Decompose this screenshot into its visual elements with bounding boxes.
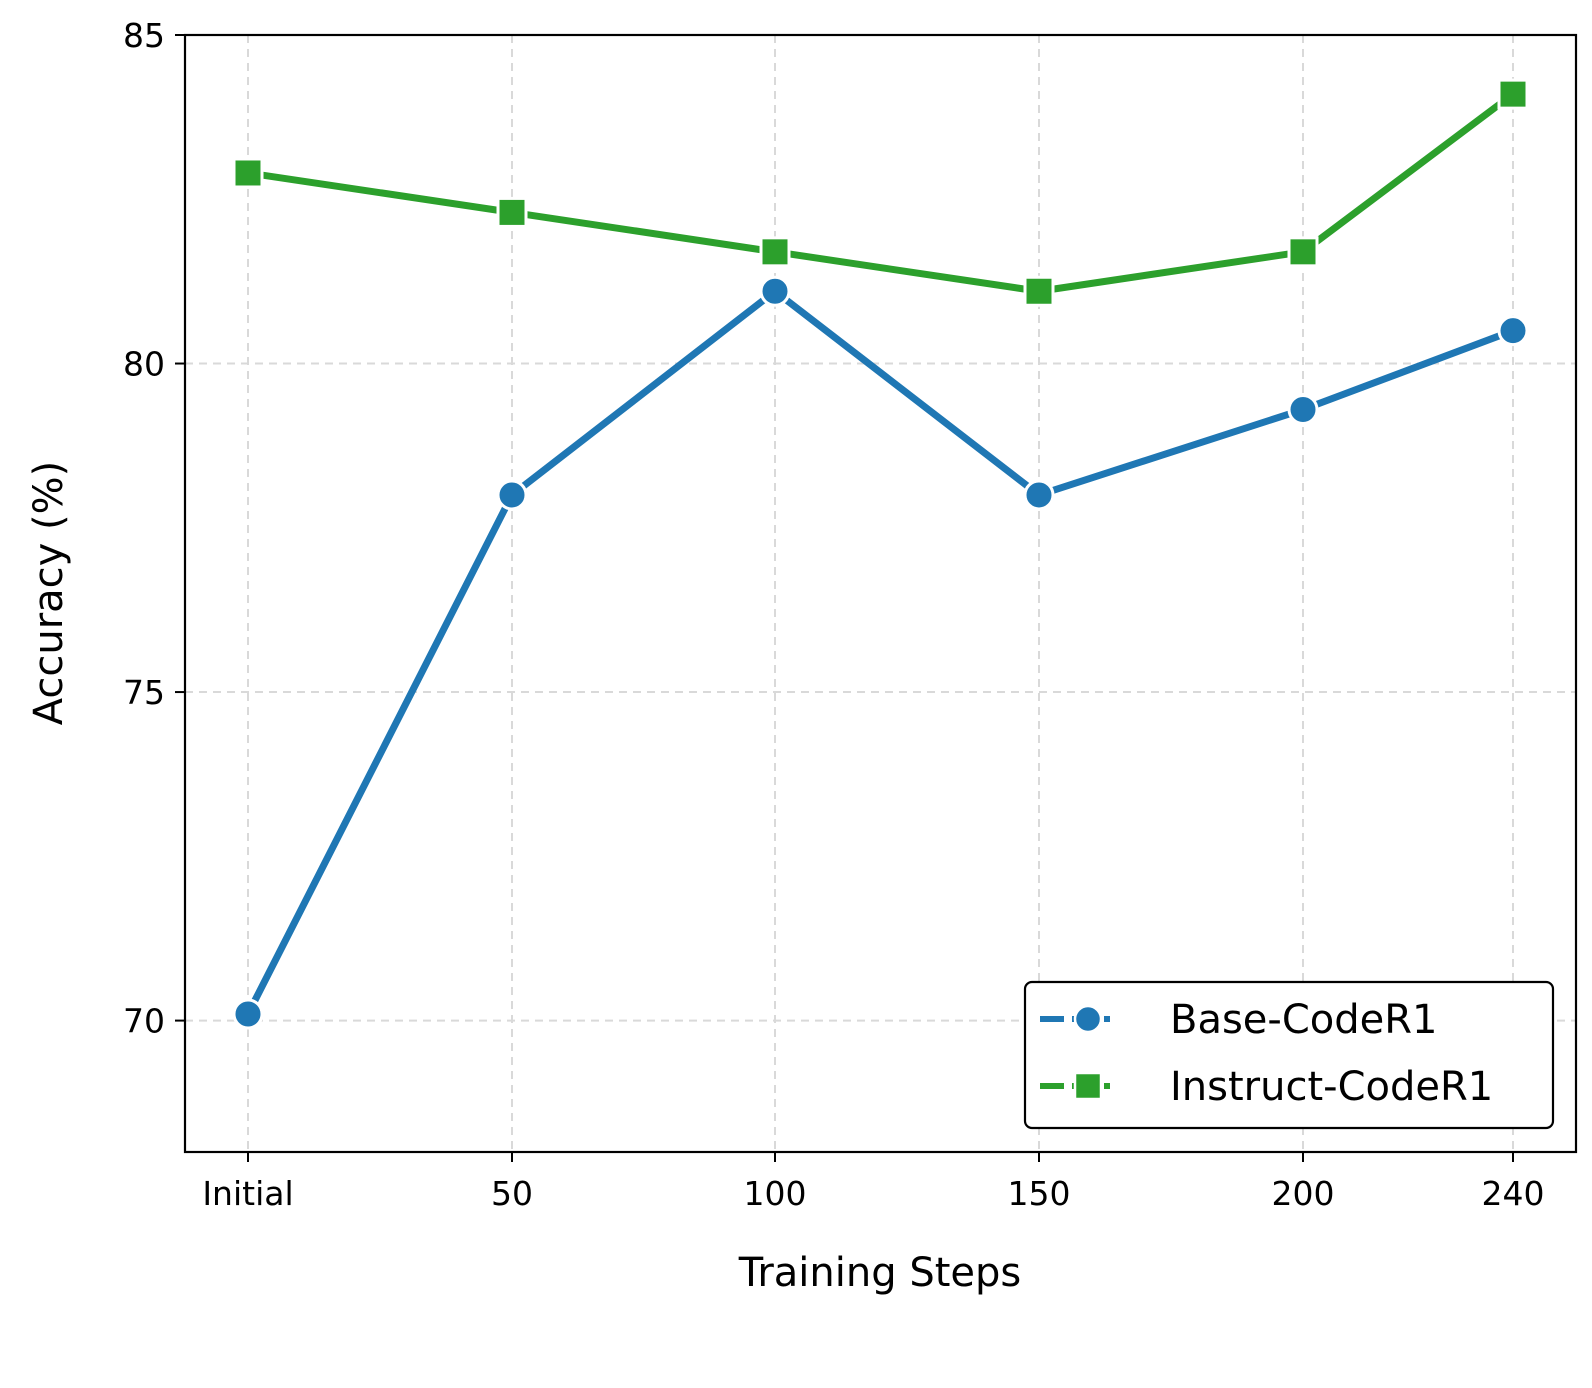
data-point-base-coder1 bbox=[1023, 479, 1055, 511]
plot-frame bbox=[183, 33, 1578, 1154]
y-tick-label: 75 bbox=[123, 673, 165, 712]
legend-box bbox=[1023, 980, 1555, 1130]
legend-marker-instruct bbox=[1073, 1071, 1103, 1101]
legend-marker-base bbox=[1073, 1004, 1103, 1034]
legend-label-base: Base-CodeR1 bbox=[1170, 997, 1437, 1043]
x-tick-label: 200 bbox=[1272, 1174, 1335, 1213]
data-point-instruct-coder1 bbox=[1287, 236, 1319, 268]
series-line-instruct-coder1 bbox=[244, 90, 1517, 295]
y-axis-label: Accuracy (%) bbox=[26, 461, 72, 726]
legend: Base-CodeR1 Instruct-CodeR1 bbox=[1023, 980, 1555, 1130]
series-layer bbox=[232, 78, 1529, 1030]
x-tick-label: 150 bbox=[1008, 1174, 1071, 1213]
x-tick-label: 50 bbox=[491, 1174, 533, 1213]
series-line-base-coder1 bbox=[244, 287, 1517, 1018]
axis-ticks: Initial 50 100 150 200 240 70 75 80 85 bbox=[123, 16, 1545, 1213]
x-tick-label: 240 bbox=[1482, 1174, 1545, 1213]
y-tick-label: 80 bbox=[123, 345, 165, 384]
x-axis-label: Training Steps bbox=[738, 1250, 1021, 1296]
data-point-base-coder1 bbox=[1497, 315, 1529, 347]
legend-label-instruct: Instruct-CodeR1 bbox=[1170, 1064, 1493, 1110]
y-tick-label: 70 bbox=[123, 1002, 165, 1041]
data-point-base-coder1 bbox=[1287, 394, 1319, 426]
data-point-instruct-coder1 bbox=[1023, 275, 1055, 307]
data-point-base-coder1 bbox=[496, 479, 528, 511]
x-tick-label: Initial bbox=[202, 1174, 293, 1213]
data-point-instruct-coder1 bbox=[496, 196, 528, 228]
x-tick-label: 100 bbox=[744, 1174, 807, 1213]
data-point-instruct-coder1 bbox=[759, 236, 791, 268]
data-point-instruct-coder1 bbox=[232, 157, 264, 189]
data-point-instruct-coder1 bbox=[1497, 78, 1529, 110]
y-tick-label: 85 bbox=[123, 16, 165, 55]
data-point-base-coder1 bbox=[232, 998, 264, 1030]
data-point-base-coder1 bbox=[759, 275, 791, 307]
